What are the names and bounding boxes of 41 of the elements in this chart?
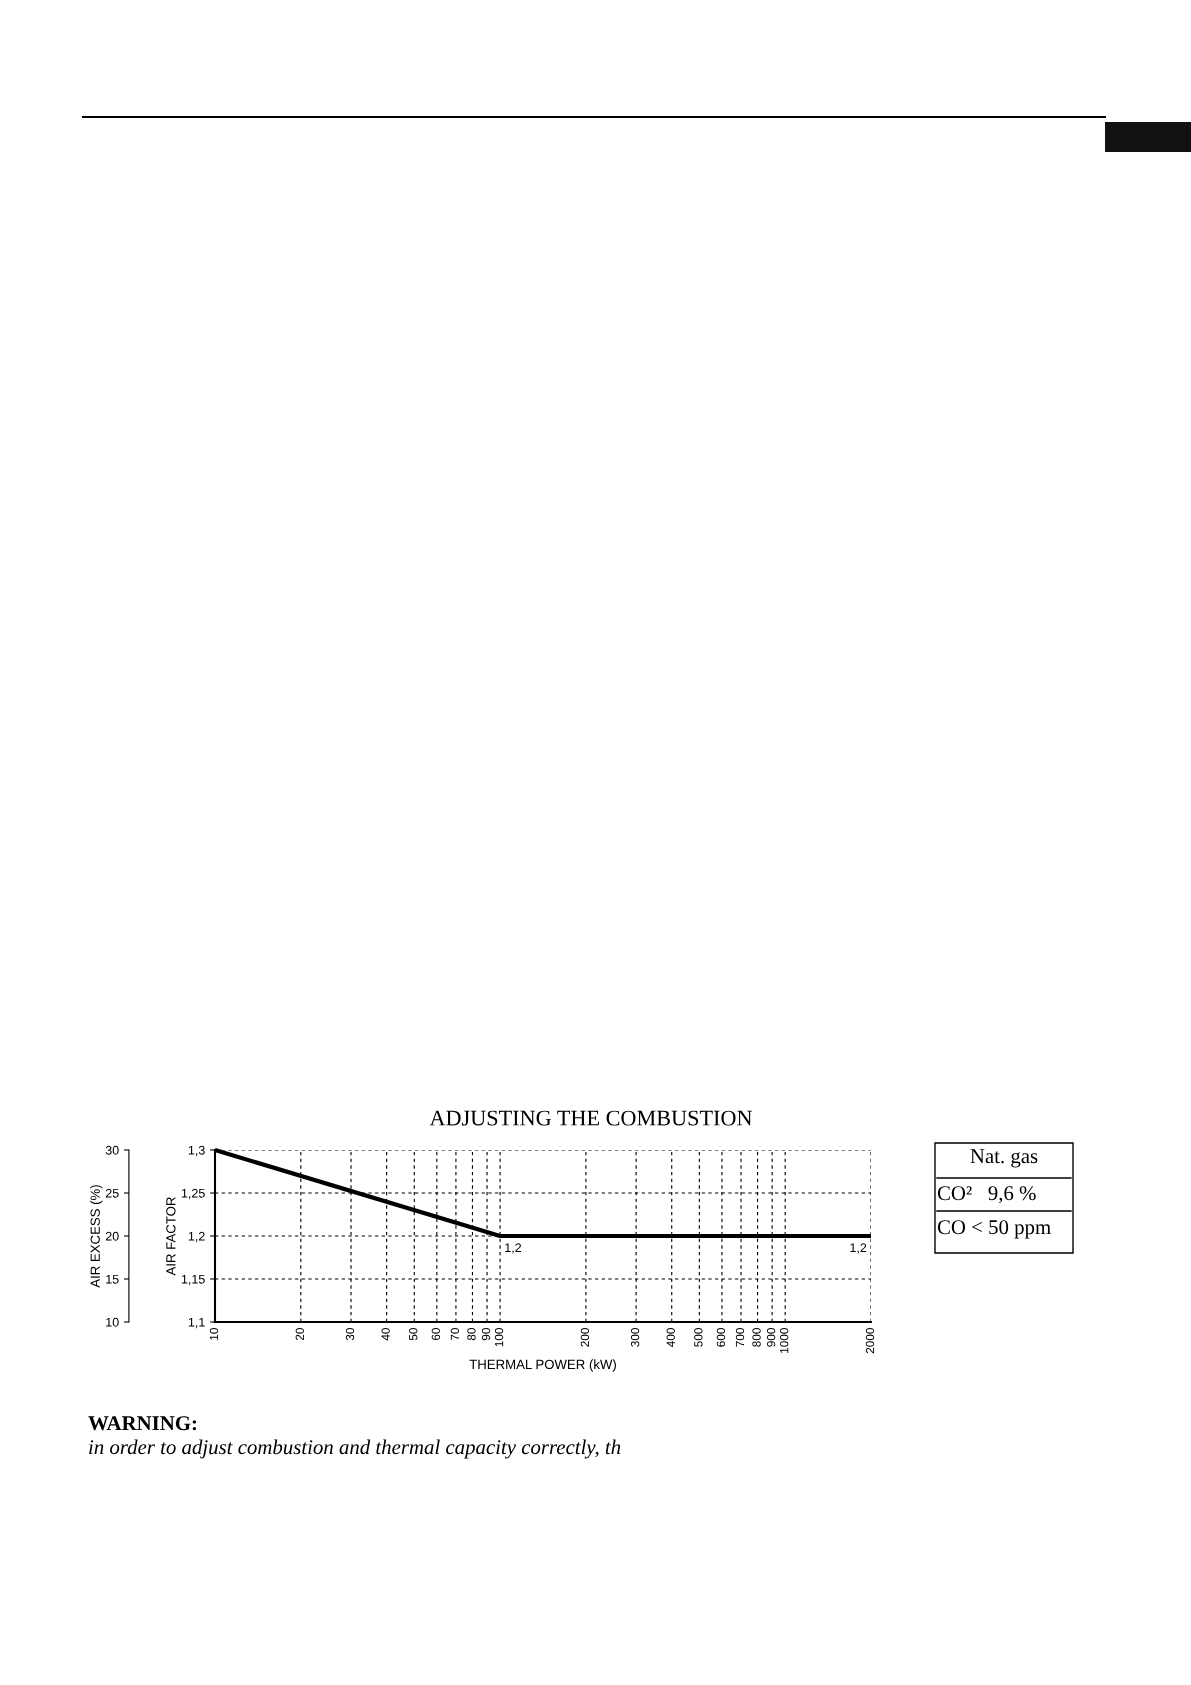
y2-tick-label: 30 bbox=[105, 1145, 119, 1155]
y-tick-label: 1,2 bbox=[188, 1231, 205, 1243]
x-tick-label: 30 bbox=[345, 1328, 355, 1341]
x-tick-label: 90 bbox=[481, 1328, 491, 1341]
y2-tick-label: 25 bbox=[105, 1188, 119, 1198]
x-tick-label: 1000 bbox=[779, 1328, 789, 1353]
annotation: 1,2 bbox=[505, 1243, 522, 1254]
y-tick-label: 1,15 bbox=[181, 1274, 205, 1286]
x-tick-label: 500 bbox=[694, 1328, 703, 1347]
x-tick-label: 400 bbox=[666, 1328, 675, 1347]
text: in order to adjust combustion and thermal capacity correctly, th bbox=[89, 1439, 621, 1459]
y2-axis-title: AIR EXCESS (%) bbox=[90, 1185, 103, 1288]
x-tick-label: 20 bbox=[295, 1328, 304, 1341]
y-tick-label: 1,3 bbox=[188, 1145, 205, 1157]
x-tick-label: 70 bbox=[450, 1328, 460, 1341]
x-tick-label: 80 bbox=[467, 1328, 476, 1341]
x-tick-label: 50 bbox=[409, 1328, 418, 1341]
x-tick-label: 200 bbox=[580, 1328, 590, 1347]
text: CO² 9,6 % bbox=[937, 1186, 1036, 1204]
text: Nat. gas bbox=[970, 1149, 1038, 1168]
x-tick-label: 2000 bbox=[865, 1328, 875, 1354]
y2-tick-label: 15 bbox=[106, 1274, 119, 1284]
chart-title: ADJUSTING THE COMBUSTION bbox=[429, 1110, 753, 1126]
x-tick-label: 800 bbox=[752, 1328, 761, 1347]
x-tick-label: 40 bbox=[381, 1328, 390, 1341]
annotation: 1,2 bbox=[850, 1243, 867, 1254]
y-tick-label: 1,1 bbox=[188, 1317, 205, 1329]
y2-tick-label: 10 bbox=[106, 1317, 119, 1327]
x-tick-label: 300 bbox=[630, 1328, 640, 1347]
y2-tick-label: 20 bbox=[105, 1231, 119, 1241]
y-tick-label: 1,25 bbox=[181, 1188, 205, 1200]
x-axis-title: THERMAL POWER (kW) bbox=[469, 1359, 616, 1372]
x-tick-label: 60 bbox=[431, 1328, 441, 1341]
x-tick-label: 700 bbox=[735, 1328, 745, 1347]
x-tick-label: 100 bbox=[494, 1328, 504, 1347]
text: CO < 50 ppm bbox=[937, 1220, 1051, 1239]
text: WARNING: bbox=[88, 1416, 197, 1431]
x-tick-label: 10 bbox=[209, 1328, 219, 1340]
x-tick-label: 900 bbox=[766, 1328, 776, 1347]
y-axis-title: AIR FACTOR bbox=[166, 1197, 176, 1276]
x-tick-label: 600 bbox=[716, 1328, 726, 1347]
